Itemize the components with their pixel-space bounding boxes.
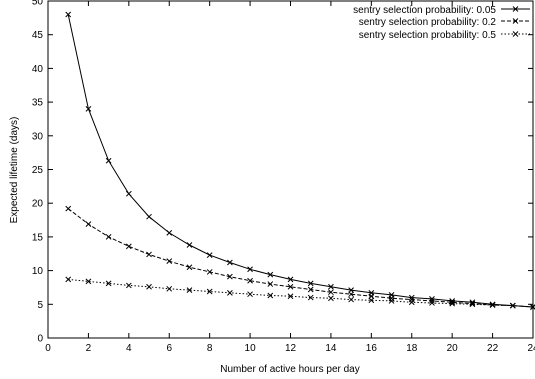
series-2-point-10: [267, 292, 274, 299]
x-tick-label-0: 0: [45, 343, 51, 354]
x-tick-label-12: 24: [527, 343, 535, 354]
series-2-point-8: [227, 289, 233, 296]
series-0-point-10: [267, 271, 274, 278]
series-0-point-4: [146, 213, 152, 220]
x-tick-label-9: 18: [406, 343, 418, 354]
series-2-point-16: [388, 298, 395, 304]
series-1-point-1: [85, 221, 92, 227]
y-tick-label-3: 15: [32, 232, 44, 243]
series-0-point-13: [328, 283, 334, 290]
series-0-point-8: [227, 259, 233, 266]
series-0-point-12: [307, 280, 314, 287]
series-2: [65, 276, 535, 310]
x-axis-label: Number of active hours per day: [220, 364, 360, 375]
series-1-point-6: [186, 264, 193, 271]
y-tick-label-8: 40: [32, 64, 44, 75]
series-2-point-19: [449, 300, 456, 307]
x-tick-label-7: 14: [325, 343, 337, 354]
series-1-point-10: [267, 281, 274, 287]
series-2-point-7: [206, 288, 213, 295]
series-0-point-9: [247, 266, 253, 273]
series-0-point-3: [125, 190, 132, 197]
legend-marker-2: [512, 31, 519, 37]
y-tick-label-10: 50: [32, 0, 44, 8]
series-1-point-4: [146, 251, 152, 258]
series-2-point-0: [65, 276, 72, 283]
series-2-point-1: [85, 278, 92, 285]
series-2-point-20: [469, 301, 476, 308]
y-tick-label-5: 25: [32, 165, 44, 176]
series-2-point-14: [348, 296, 354, 303]
x-tick-label-2: 4: [126, 343, 132, 354]
series-1-point-9: [247, 277, 253, 284]
series-0-point-1: [85, 105, 92, 112]
series-2-point-4: [146, 283, 152, 290]
series-1-point-13: [328, 289, 334, 296]
series-1-point-3: [125, 243, 132, 250]
series-1-point-19: [449, 299, 456, 306]
series-1-point-11: [287, 283, 294, 290]
x-tick-label-10: 20: [447, 343, 459, 354]
series-0-point-14: [348, 287, 354, 293]
series-2-point-17: [408, 299, 415, 306]
x-tick-label-3: 6: [166, 343, 172, 354]
series-1-point-12: [307, 286, 314, 293]
series-1-point-15: [368, 293, 375, 300]
series-line-0: [67, 14, 534, 308]
series-1-point-18: [429, 298, 435, 304]
series-2-point-12: [307, 294, 314, 301]
series-0-point-7: [206, 252, 213, 258]
series-2-point-2: [105, 280, 112, 287]
series-1: [65, 205, 535, 310]
x-tick-label-11: 22: [487, 343, 499, 354]
y-tick-label-6: 30: [32, 131, 44, 142]
series-line-1: [67, 208, 534, 308]
series-2-point-15: [368, 297, 375, 304]
y-tick-label-0: 0: [37, 334, 43, 345]
y-tick-label-4: 20: [32, 199, 44, 210]
x-tick-label-5: 10: [245, 343, 257, 354]
legend-marker-0: [512, 6, 519, 12]
series-2-point-21: [489, 302, 496, 308]
y-tick-label-2: 10: [32, 266, 44, 277]
series-0-point-0: [65, 11, 72, 18]
legend-label-0: sentry selection probability: 0.05: [353, 5, 496, 16]
series-1-point-2: [105, 234, 112, 240]
y-tick-label-7: 35: [32, 98, 44, 109]
series-1-point-8: [227, 273, 233, 280]
series-layer: [65, 11, 535, 310]
series-2-point-22: [509, 302, 516, 309]
series-0-point-5: [166, 230, 173, 236]
y-tick-label-1: 5: [37, 300, 43, 311]
series-2-point-6: [186, 287, 193, 293]
series-2-point-3: [125, 282, 132, 289]
y-axis: 0 5 10 15 20 25 30 35 40 45 50: [32, 0, 533, 345]
series-2-point-11: [287, 293, 294, 300]
legend-marker-1: [512, 18, 519, 24]
series-2-point-13: [328, 295, 334, 302]
series-0-point-2: [105, 157, 112, 164]
series-1-point-7: [206, 269, 213, 275]
legend-label-2: sentry selection probability: 0.5: [359, 30, 497, 41]
series-1-point-14: [348, 291, 354, 298]
series-0: [65, 11, 535, 310]
series-line-2: [68, 278, 534, 308]
series-1-point-5: [166, 258, 173, 265]
y-tick-label-9: 45: [32, 30, 44, 41]
x-tick-label-6: 12: [285, 343, 297, 354]
x-tick-label-1: 2: [86, 343, 92, 354]
legend-label-1: sentry selection probability: 0.2: [359, 17, 497, 28]
series-0-point-11: [287, 276, 294, 283]
series-2-point-5: [166, 285, 173, 292]
y-axis-label: Expected lifetime (days): [9, 117, 20, 224]
series-2-point-18: [429, 300, 435, 306]
legend: sentry selection probability: 0.05 sentr…: [353, 5, 530, 41]
x-tick-label-8: 16: [366, 343, 378, 354]
x-tick-label-4: 8: [207, 343, 213, 354]
series-2-point-9: [247, 291, 253, 298]
x-axis: 024681012141618202224: [45, 1, 535, 354]
series-0-point-6: [186, 242, 193, 248]
series-1-point-0: [65, 205, 72, 212]
